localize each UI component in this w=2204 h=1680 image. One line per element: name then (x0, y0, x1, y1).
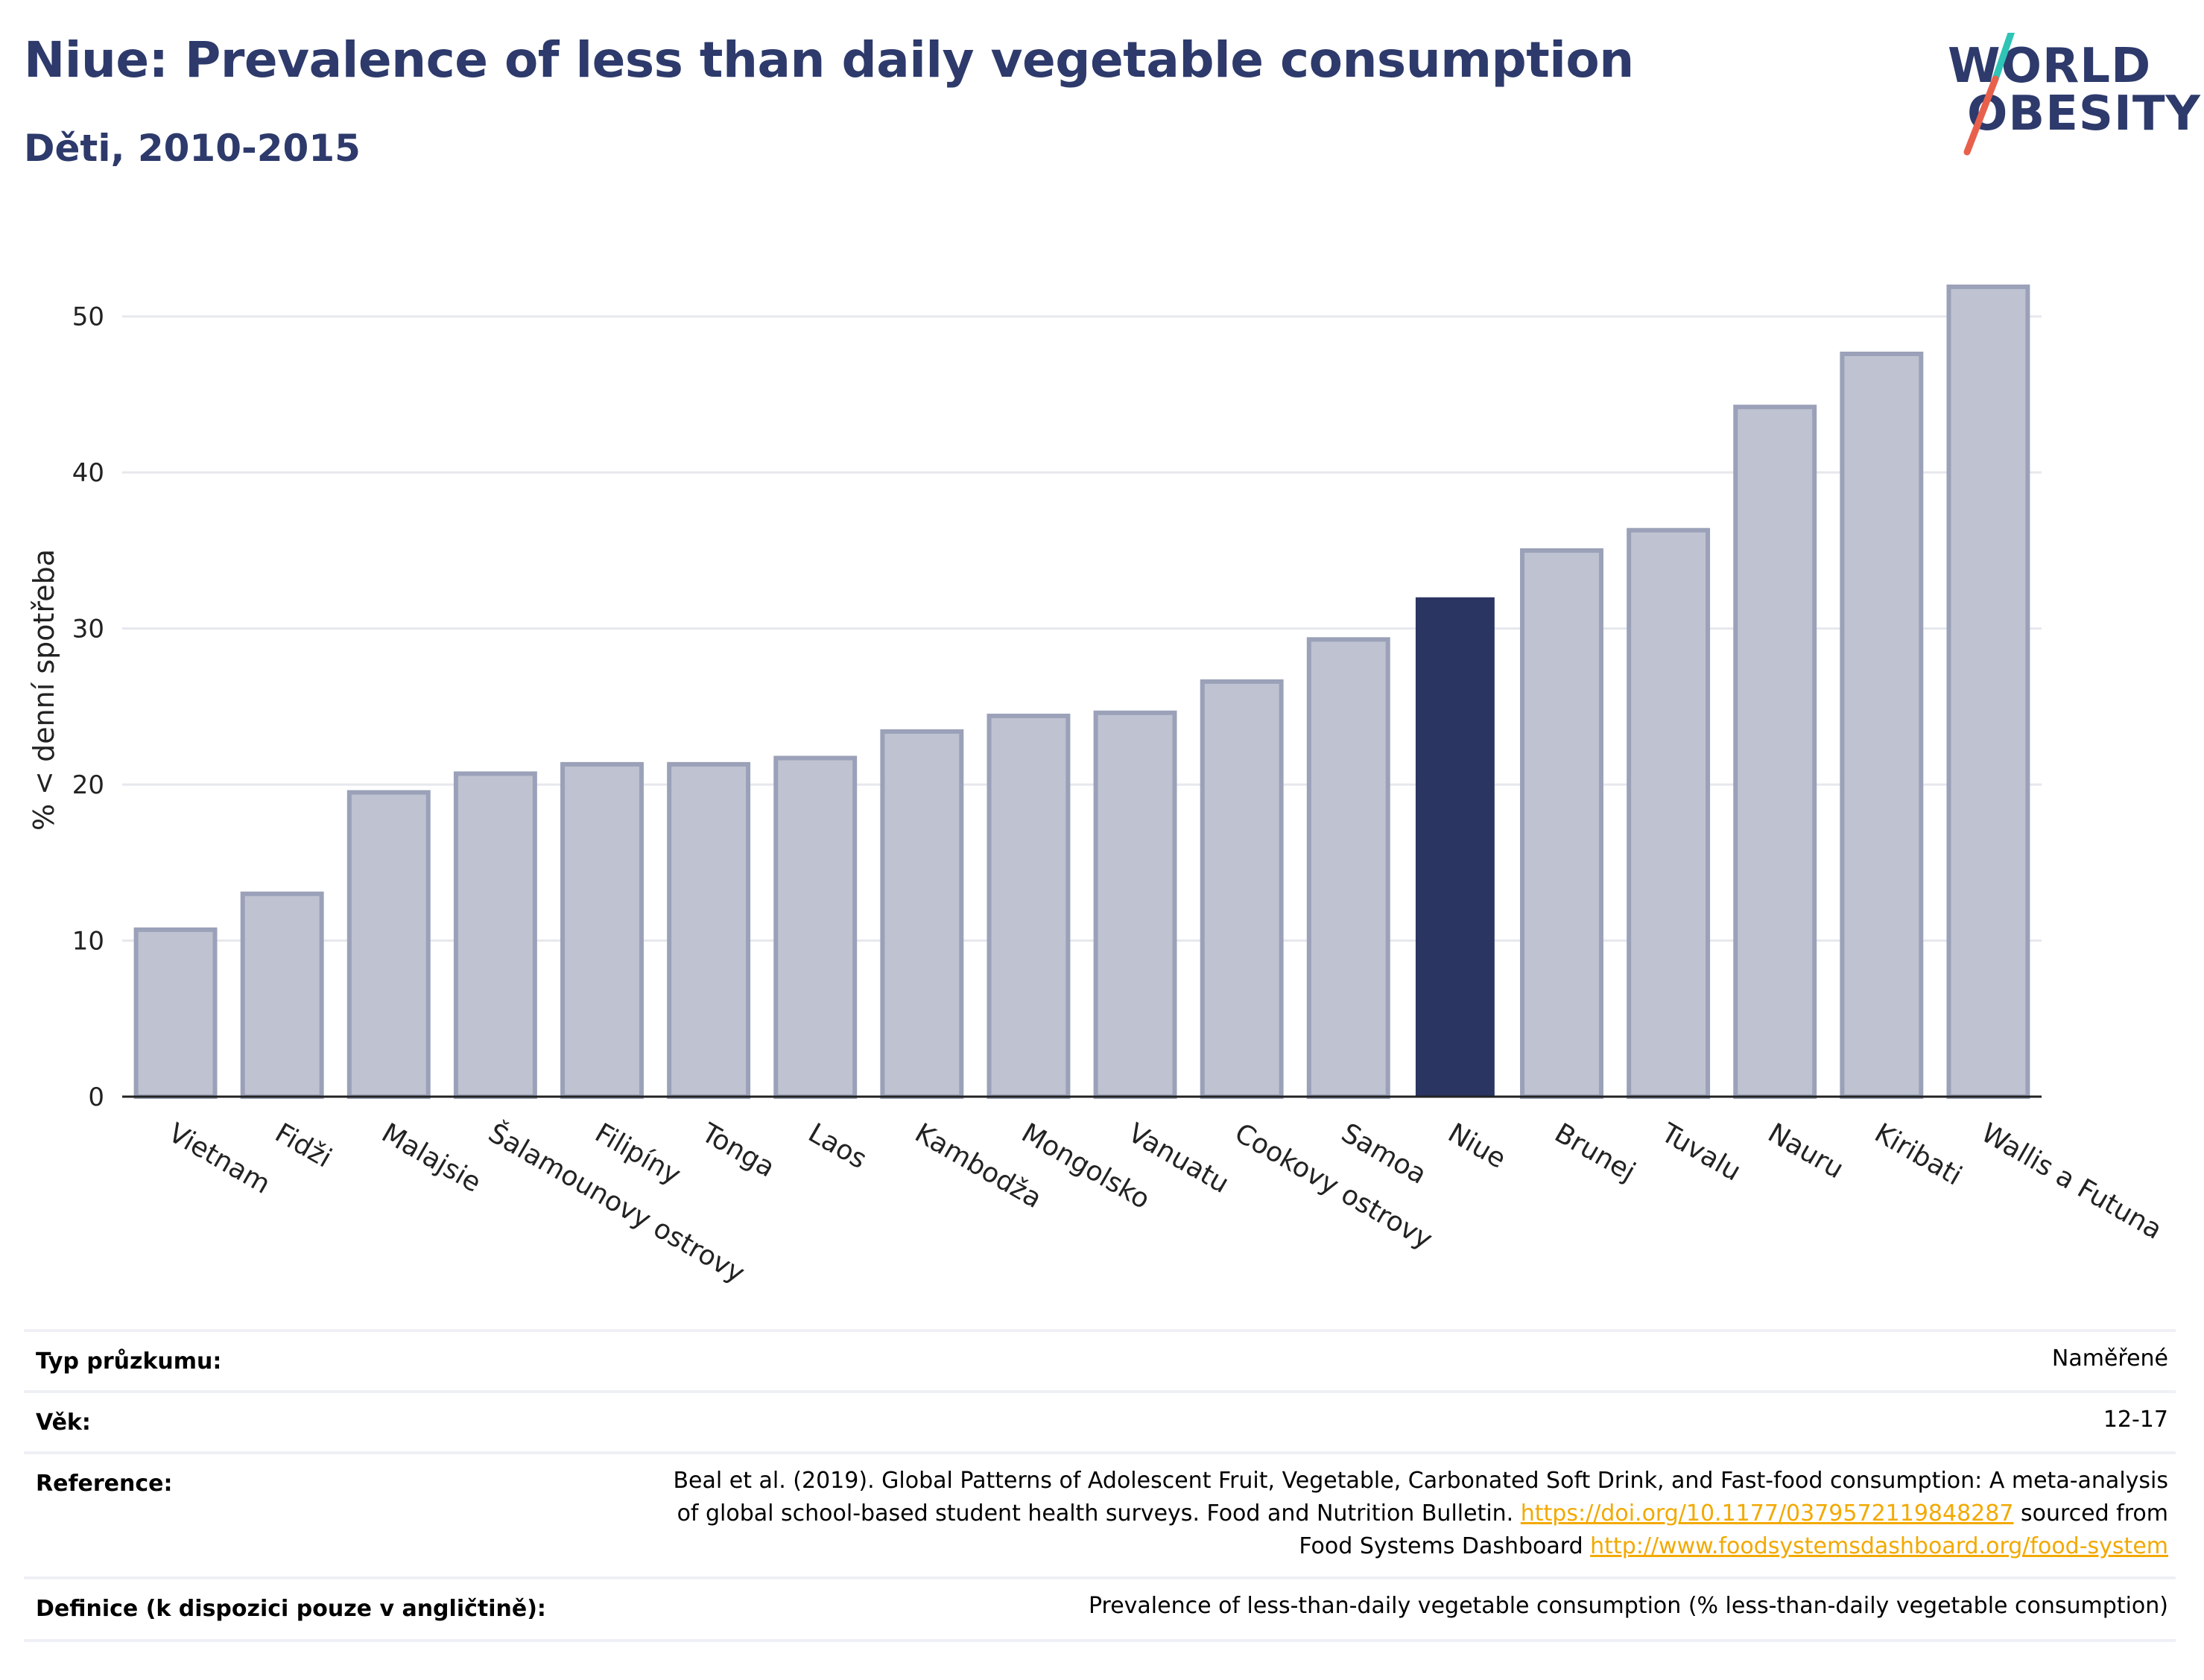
age-label: Věk: (36, 1410, 91, 1436)
meta-row-age: Věk: 12-17 (24, 1390, 2176, 1451)
x-tick-label: Fidži (270, 1118, 337, 1173)
reference-line-1: Beal et al. (2019). Global Patterns of A… (673, 1468, 2168, 1494)
bar-wallis-a-futuna[interactable] (1946, 284, 2030, 1099)
x-tick-label: Kiribati (1869, 1118, 1967, 1191)
reference-label: Reference: (36, 1471, 173, 1497)
survey-type-label: Typ průzkumu: (36, 1348, 222, 1375)
chart-title: Niue: Prevalence of less than daily vege… (24, 31, 1634, 89)
bar-vietnam[interactable] (133, 927, 218, 1099)
gridlines (122, 315, 2042, 942)
reference-line-2-text: of global school-based student health su… (677, 1500, 1521, 1527)
bar-šalamounovy-ostrovy[interactable] (453, 771, 537, 1099)
bar-mongolsko[interactable] (987, 713, 1071, 1099)
reference-line-3: Food Systems Dashboard http://www.foodsy… (24, 1530, 2168, 1563)
bar-kambodža[interactable] (880, 729, 964, 1099)
survey-type-value: Naměřené (2051, 1345, 2168, 1372)
bar-fidži[interactable] (240, 891, 324, 1100)
bars (133, 284, 2030, 1100)
x-tick-label: Malajsie (376, 1118, 486, 1199)
meta-row-reference: Reference: Beal et al. (2019). Global Pa… (24, 1451, 2176, 1576)
bar-niue[interactable] (1415, 597, 1495, 1097)
doi-link[interactable]: https://doi.org/10.1177/0379572119848287 (1520, 1500, 2014, 1527)
age-value: 12-17 (2103, 1407, 2168, 1433)
bar-brunej[interactable] (1520, 548, 1603, 1099)
bar-filipíny[interactable] (560, 761, 644, 1099)
x-tick-label: Tonga (696, 1118, 780, 1184)
y-axis-ticks: 0 10 20 30 40 50 (72, 302, 104, 1112)
x-tick-label: Vietnam (163, 1118, 275, 1200)
y-tick-label: 40 (72, 458, 104, 488)
logo-line-world: WORLD (1948, 39, 2152, 94)
definition-value: Prevalence of less-than-daily vegetable … (1088, 1593, 2168, 1619)
y-axis-label: % < denní spotřeba (28, 549, 60, 831)
y-tick-label: 0 (88, 1083, 104, 1112)
definition-label: Definice (k dispozici pouze v angličtině… (36, 1596, 546, 1622)
bar-tonga[interactable] (667, 761, 751, 1099)
bar-samoa[interactable] (1306, 637, 1390, 1099)
x-tick-label: Tuvalu (1656, 1118, 1746, 1188)
dashboard-link[interactable]: http://www.foodsystemsdashboard.org/food… (1590, 1533, 2168, 1559)
reference-line-2: of global school-based student health su… (24, 1497, 2168, 1530)
x-tick-label: Brunej (1550, 1118, 1641, 1188)
bar-cookovy-ostrovy[interactable] (1200, 679, 1284, 1099)
meta-row-definition: Definice (k dispozici pouze v angličtině… (24, 1576, 2176, 1642)
x-tick-label: Wallis a Futuna (1976, 1118, 2167, 1246)
x-tick-label: Niue (1443, 1118, 1510, 1174)
bar-nauru[interactable] (1733, 405, 1817, 1099)
bar-tuvalu[interactable] (1627, 527, 1711, 1099)
bar-vanuatu[interactable] (1093, 710, 1177, 1099)
meta-row-survey-type: Typ průzkumu: Naměřené (24, 1329, 2176, 1390)
x-tick-label: Cookovy ostrovy (1229, 1118, 1437, 1255)
bar-kiribati[interactable] (1840, 351, 1924, 1100)
x-tick-label: Laos (803, 1118, 872, 1175)
metadata-table: Typ průzkumu: Naměřené Věk: 12-17 Refere… (24, 1329, 2176, 1642)
reference-line-2-tail: sourced from (2013, 1500, 2168, 1527)
y-tick-label: 30 (72, 615, 104, 644)
logo-line-obesity: OBESITY (1967, 86, 2201, 142)
logo-slash-icon (1963, 33, 2015, 156)
y-tick-label: 50 (72, 302, 104, 332)
bar-laos[interactable] (773, 755, 858, 1099)
world-obesity-logo[interactable]: WORLD OBESITY (1937, 33, 2200, 167)
x-tick-label: Nauru (1763, 1118, 1849, 1185)
y-tick-label: 10 (72, 927, 104, 957)
reference-value: Beal et al. (2019). Global Patterns of A… (24, 1454, 2176, 1563)
bar-malajsie[interactable] (346, 790, 431, 1100)
y-tick-label: 20 (72, 770, 104, 800)
reference-line-3-text: Food Systems Dashboard (1299, 1533, 1591, 1559)
chart-subtitle: Děti, 2010-2015 (24, 127, 361, 170)
